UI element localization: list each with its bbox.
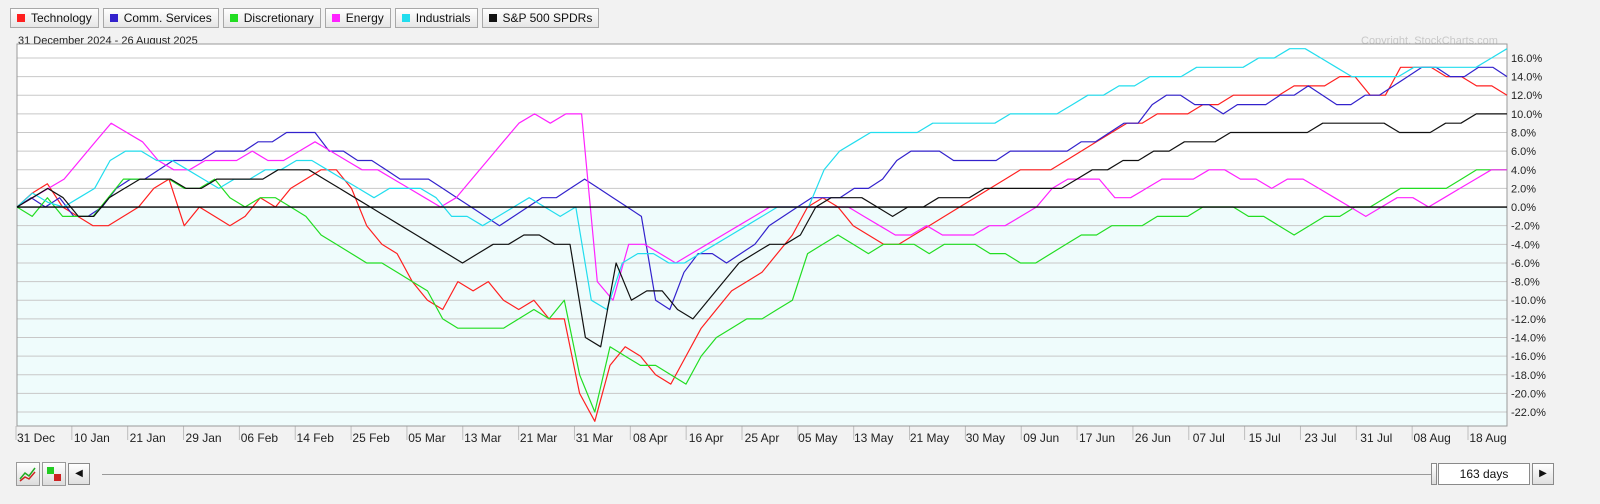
y-tick-label: -16.0% (1511, 351, 1546, 363)
x-tick-label: 15 Jul (1249, 431, 1281, 445)
x-tick-label: 14 Feb (297, 431, 335, 445)
chart-svg: 16.0% 14.0% 12.0% 10.0% 8.0% 6.0% 4.0% 2.0% 0.0%… (15, 43, 1546, 445)
x-tick-label: 05 Mar (408, 431, 445, 445)
y-tick-label: -6.0% (1511, 258, 1540, 270)
series-line-3 (16, 113, 1507, 301)
y-tick-label: 4.0% (1511, 165, 1536, 177)
plot-frame (16, 43, 1508, 427)
x-tick-label: 31 Jul (1360, 431, 1392, 445)
x-tick-label: 29 Jan (186, 431, 222, 445)
x-tick-label: 26 Jun (1135, 431, 1171, 445)
x-tick-label: 18 Aug (1469, 431, 1506, 445)
x-tick-label: 13 May (854, 431, 893, 445)
x-tick-label: 08 Apr (633, 431, 668, 445)
x-tick-label: 10 Jan (74, 431, 110, 445)
legend-label: Comm. Services (123, 11, 212, 25)
x-tick-label: 31 Mar (576, 431, 613, 445)
y-tick-label: 2.0% (1511, 183, 1536, 195)
series-line-4 (16, 48, 1508, 311)
legend-label: Industrials (415, 11, 471, 25)
legend-swatch (331, 14, 340, 22)
plot-bg-positive (17, 44, 1507, 208)
legend-swatch (109, 14, 118, 22)
legend-label: Energy (345, 11, 384, 25)
y-tick-label: -14.0% (1511, 332, 1546, 344)
legend-item-4[interactable]: Industrials (394, 8, 478, 28)
x-tick-label: 21 Mar (520, 431, 557, 445)
legend-swatch (229, 14, 238, 22)
y-tick-label: 14.0% (1511, 72, 1542, 84)
plot-bg-negative (17, 207, 1507, 426)
y-tick-label: -18.0% (1511, 370, 1546, 382)
legend-label: Technology (31, 11, 92, 25)
legend-swatch (401, 14, 410, 22)
legend-item-5[interactable]: S&P 500 SPDRs (481, 8, 600, 28)
x-tick-label: 31 Dec (17, 431, 55, 445)
x-tick-label: 05 May (798, 431, 837, 445)
legend-item-0[interactable]: Technology (10, 8, 99, 28)
y-tick-label: 12.0% (1511, 90, 1542, 102)
x-tick-label: 25 Apr (745, 431, 780, 445)
x-tick-label: 07 Jul (1193, 431, 1225, 445)
legend-item-2[interactable]: Discretionary (222, 8, 321, 28)
x-tick-label: 21 May (910, 431, 949, 445)
scroll-right-button[interactable]: ▶ (1532, 463, 1554, 485)
y-tick-label: 16.0% (1511, 53, 1542, 65)
x-tick-label: 13 Mar (464, 431, 501, 445)
legend-bar: Technology Comm. Services Discretionary Ene… (10, 8, 600, 30)
y-tick-label: -4.0% (1511, 239, 1540, 251)
legend-item-3[interactable]: Energy (324, 8, 391, 28)
legend-label: Discretionary (243, 11, 314, 25)
y-tick-label: -20.0% (1511, 388, 1546, 400)
y-tick-label: 6.0% (1511, 146, 1536, 158)
x-tick-label: 06 Feb (241, 431, 279, 445)
x-tick-label: 17 Jun (1079, 431, 1115, 445)
y-tick-label: 8.0% (1511, 128, 1536, 140)
x-tick-label: 08 Aug (1413, 431, 1450, 445)
y-tick-label: -12.0% (1511, 314, 1546, 326)
legend-swatch (488, 14, 497, 22)
x-tick-label: 09 Jun (1023, 431, 1059, 445)
x-tick-label: 23 Jul (1304, 431, 1336, 445)
scroll-left-button[interactable]: ◀ (68, 463, 90, 485)
x-tick-label: 30 May (966, 431, 1005, 445)
bottom-toolbar: ◀ 163 days ▶ (10, 460, 1590, 490)
y-tick-label: -10.0% (1511, 295, 1546, 307)
scroll-thumb-handle[interactable] (1431, 463, 1437, 485)
days-display: 163 days (1438, 463, 1530, 485)
y-tick-label: 10.0% (1511, 109, 1542, 121)
y-tick-label: 0.0% (1511, 202, 1536, 214)
x-tick-label: 21 Jan (130, 431, 166, 445)
x-tick-label: 16 Apr (689, 431, 724, 445)
legend-item-1[interactable]: Comm. Services (102, 8, 219, 28)
series-line-5 (16, 113, 1507, 348)
line-chart-icon[interactable] (16, 462, 40, 486)
series-line-2 (16, 169, 1507, 413)
legend-label: S&P 500 SPDRs (502, 11, 593, 25)
series-line-1 (16, 66, 1508, 311)
series-line-0 (16, 66, 1508, 422)
y-tick-label: -2.0% (1511, 221, 1540, 233)
scroll-track[interactable] (102, 474, 1432, 475)
legend-swatch (17, 14, 25, 22)
y-tick-label: -22.0% (1511, 407, 1546, 419)
x-tick-label: 25 Feb (352, 431, 390, 445)
chart-area: 16.0% 14.0% 12.0% 10.0% 8.0% 6.0% 4.0% 2.0% 0.0%… (10, 34, 1600, 456)
y-tick-label: -8.0% (1511, 277, 1540, 289)
color-swap-icon[interactable] (42, 462, 66, 486)
